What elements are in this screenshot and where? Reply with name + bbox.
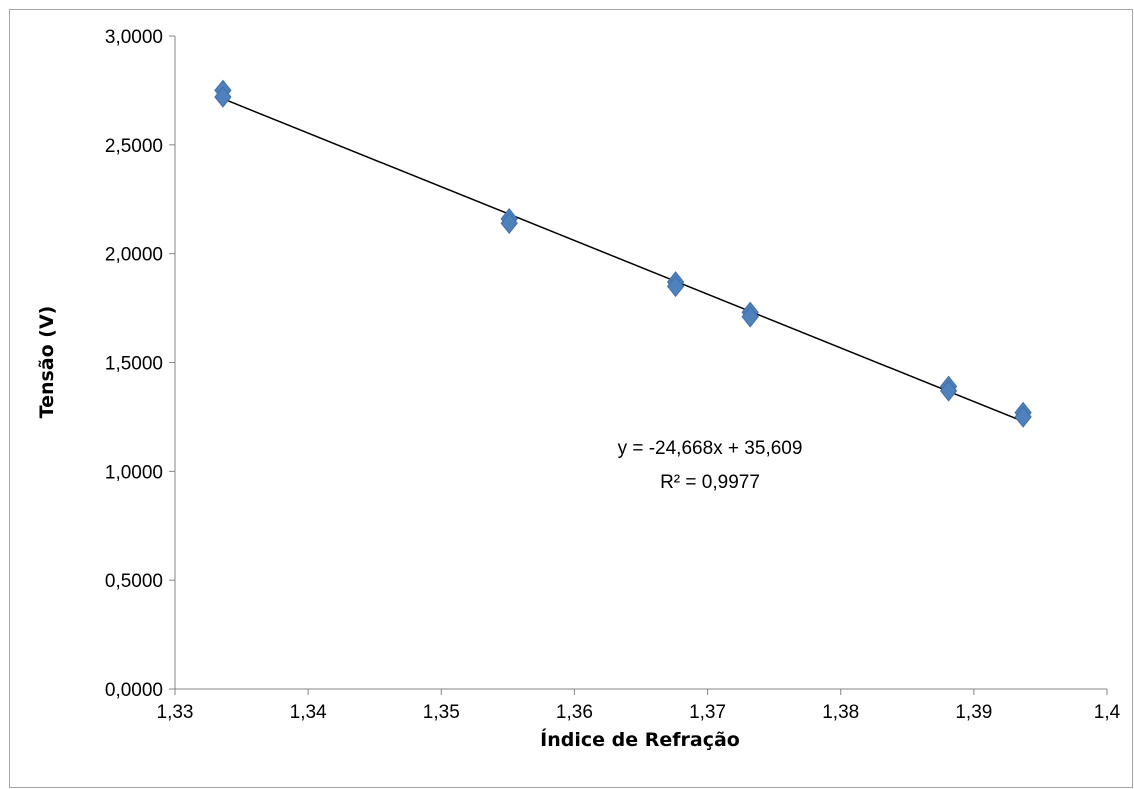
trendline-equation: y = -24,668x + 35,609 [618,438,803,459]
x-tick-label: 1,4 [1094,702,1121,723]
data-points [214,79,1032,428]
x-tick-label: 1,34 [290,702,327,723]
r-squared-label: R² = 0,9977 [660,472,760,493]
y-axis-title: Tensão (V) [36,306,58,419]
x-tick-label: 1,37 [689,702,726,723]
y-tick-label: 2,0000 [105,245,163,266]
chart-frame [9,9,1133,788]
x-tick-label: 1,33 [157,702,194,723]
y-tick-label: 3,0000 [105,27,163,48]
x-tick-label: 1,36 [556,702,593,723]
data-point [939,379,958,402]
x-axis-title: Índice de Refração [540,728,740,751]
data-point [1014,406,1032,428]
y-tick-label: 1,5000 [105,354,163,375]
x-tick-label: 1,35 [423,702,460,723]
data-point [500,212,518,234]
data-point [666,275,685,298]
x-tick-label: 1,39 [955,702,992,723]
y-tick-label: 0,0000 [105,680,163,701]
labels-group: y = -24,668x + 35,609 R² = 0,9977 Índice… [36,306,802,751]
y-tick-label: 1,0000 [105,462,163,483]
data-point [214,86,232,108]
data-point [741,305,759,328]
trendline [222,98,1024,423]
y-tick-label: 0,5000 [105,571,163,592]
axes: 0,0000 0,5000 1,0000 1,5000 2,0000 2,5000 3,00… [105,27,1121,723]
y-tick-label: 2,5000 [105,136,163,157]
trendline-group [222,98,1024,423]
x-tick-label: 1,38 [822,702,859,723]
